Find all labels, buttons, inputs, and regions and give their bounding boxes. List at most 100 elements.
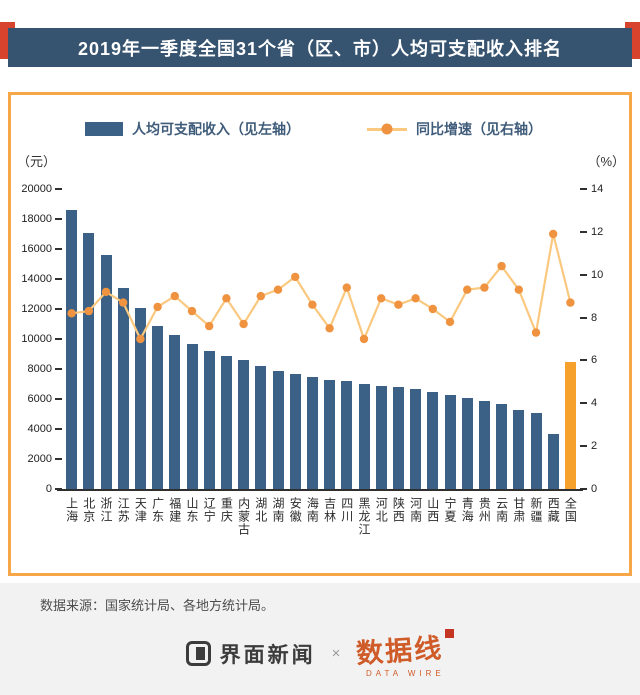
y-axis-right-tick-label: 14 <box>591 183 604 195</box>
x-axis-label-text: 福建 <box>167 497 182 523</box>
x-axis-label: 西藏 <box>545 497 562 523</box>
bar <box>375 385 387 489</box>
y-axis-left-tick-mark <box>55 488 62 490</box>
left-axis-unit: （元） <box>17 154 57 169</box>
bar <box>117 288 129 489</box>
x-axis-label: 重庆 <box>218 497 235 523</box>
growth-marker <box>101 287 111 297</box>
datawire-logo-stamp <box>445 629 455 638</box>
x-axis-label: 山西 <box>424 497 441 523</box>
growth-line-path <box>71 233 572 343</box>
x-axis-label: 青海 <box>459 497 476 523</box>
y-axis-left-tick-label: 14000 <box>21 273 52 285</box>
bar <box>478 400 490 489</box>
growth-marker <box>119 298 128 307</box>
y-axis-left-tick-label: 4000 <box>27 423 52 435</box>
x-axis-label-text: 云南 <box>494 497 509 523</box>
x-axis-label: 云南 <box>493 497 510 523</box>
y-axis-right-tick-label: 4 <box>591 397 598 410</box>
growth-marker <box>325 324 334 333</box>
growth-marker <box>273 285 283 294</box>
y-axis-left-tick-mark <box>55 308 62 310</box>
growth-marker <box>428 304 437 314</box>
x-axis-label-text: 江苏 <box>116 497 131 523</box>
legend-growth-dot <box>381 123 393 135</box>
x-axis-label: 安徽 <box>287 497 304 523</box>
x-axis-label-text: 海南 <box>305 497 320 523</box>
bar <box>134 307 146 489</box>
datawire-logo-subtitle: DATA WIRE <box>365 669 445 678</box>
x-axis-label: 福建 <box>166 497 183 523</box>
growth-marker <box>291 272 300 282</box>
growth-marker <box>136 334 145 344</box>
growth-marker <box>256 291 265 301</box>
legend-income-swatch <box>85 122 123 136</box>
right-axis-unit: （%） <box>587 154 625 169</box>
bar <box>530 412 542 489</box>
y-axis-right-tick-label: 2 <box>591 440 598 453</box>
y-axis-left-tick-label: 6000 <box>27 393 52 405</box>
y-axis-right-tick-mark <box>580 316 587 319</box>
growth-marker <box>463 285 472 294</box>
x-axis-label: 陕西 <box>390 497 407 523</box>
datawire-logo: 数据线 DATA WIRE <box>355 629 455 678</box>
x-axis-label-text: 浙江 <box>98 497 113 523</box>
source-text: 数据来源：国家统计局、各地方统计局。 <box>40 598 275 613</box>
growth-marker <box>342 283 351 292</box>
growth-marker <box>549 229 558 239</box>
x-axis-label: 吉林 <box>321 497 338 523</box>
x-axis-label: 内蒙古 <box>235 497 252 536</box>
x-axis-label-text: 湖北 <box>253 497 268 523</box>
bar <box>289 373 301 489</box>
bar <box>461 397 473 489</box>
bar <box>255 366 267 489</box>
y-axis-right-tick-label: 0 <box>591 483 598 495</box>
y-axis-left-tick-mark <box>55 458 62 460</box>
bar <box>427 391 439 489</box>
bar <box>66 210 78 489</box>
logo-separator: × <box>331 645 341 662</box>
x-axis-label-text: 山东 <box>184 497 199 523</box>
x-axis-label: 贵州 <box>476 497 493 523</box>
x-axis-label: 甘肃 <box>510 497 527 523</box>
growth-marker <box>359 334 369 344</box>
x-axis-label: 江苏 <box>115 497 132 523</box>
bar <box>238 360 250 489</box>
x-axis-label-text: 上海 <box>64 497 79 523</box>
x-axis-label: 全国 <box>562 497 579 523</box>
x-axis-label: 湖北 <box>252 497 269 523</box>
jiemian-logo-icon-mark <box>195 647 205 660</box>
datawire-logo-text: 数据线 <box>355 632 445 669</box>
y-axis-left-tick-label: 16000 <box>21 243 52 255</box>
x-axis-label-text: 青海 <box>460 497 475 523</box>
x-axis-label: 北京 <box>80 497 97 523</box>
x-axis-label-text: 内蒙古 <box>236 497 251 536</box>
bar <box>513 409 525 489</box>
growth-marker <box>445 317 455 327</box>
growth-marker <box>497 261 506 271</box>
x-axis-label-text: 河北 <box>374 497 389 523</box>
growth-marker <box>153 302 162 312</box>
y-axis-left-tick-label: 10000 <box>21 333 52 345</box>
growth-marker <box>514 285 523 294</box>
x-axis-label: 海南 <box>304 497 321 523</box>
x-axis-label-text: 广东 <box>150 497 165 523</box>
y-axis-left-tick-label: 8000 <box>27 363 52 375</box>
x-axis-label-text: 西藏 <box>546 497 561 523</box>
y-axis-right-tick-label: 6 <box>591 354 598 367</box>
growth-marker <box>411 294 420 303</box>
growth-marker <box>239 319 248 329</box>
legend-growth-label: 同比增速（见右轴） <box>416 121 542 137</box>
x-axis-label-text: 甘肃 <box>511 497 526 523</box>
x-axis-label-text: 宁夏 <box>442 497 457 523</box>
bar <box>410 388 422 489</box>
x-axis-label-text: 黑龙江 <box>356 497 371 536</box>
growth-marker <box>377 294 386 303</box>
growth-marker <box>531 328 541 337</box>
x-axis-label-text: 辽宁 <box>202 497 217 523</box>
y-axis-left-tick-mark <box>55 368 62 370</box>
growth-marker <box>566 298 575 307</box>
y-axis-right-tick-mark <box>580 230 587 233</box>
y-axis-left-tick-label: 2000 <box>27 453 52 465</box>
x-axis-label: 天津 <box>132 497 149 523</box>
